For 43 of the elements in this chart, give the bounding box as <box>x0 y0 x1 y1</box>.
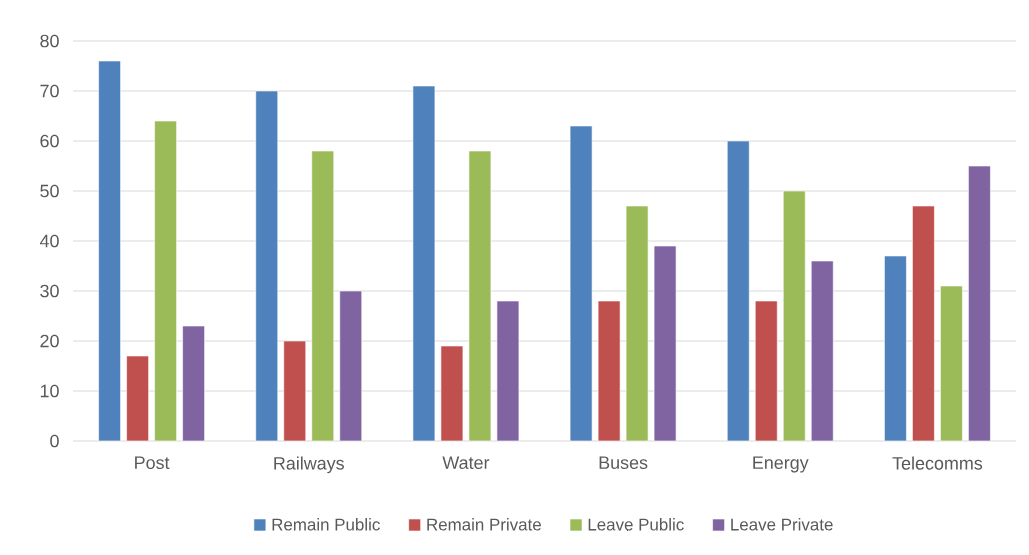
x-tick-label: Buses <box>599 456 648 470</box>
bar <box>468 150 492 442</box>
bar <box>255 90 279 442</box>
y-tick-label: 70 <box>40 84 59 98</box>
bar <box>569 125 593 442</box>
bar <box>810 260 834 442</box>
bar <box>311 150 335 442</box>
x-tick-label: Post <box>135 456 170 470</box>
bar <box>968 165 991 442</box>
x-tick-label: Railways <box>274 456 344 474</box>
bar <box>98 60 121 442</box>
legend-label: Leave Private <box>731 518 833 531</box>
y-tick-label: 10 <box>40 384 59 398</box>
bar <box>653 245 677 442</box>
bar <box>283 340 307 442</box>
bar <box>339 290 363 442</box>
bar <box>726 140 750 442</box>
bar <box>912 205 935 442</box>
y-tick-label: 50 <box>40 184 59 198</box>
bar <box>754 300 778 442</box>
y-tick-label: 60 <box>40 134 59 148</box>
bar <box>625 205 649 442</box>
bar <box>440 345 464 442</box>
bar <box>597 300 621 442</box>
y-tick-label: 80 <box>40 34 59 48</box>
bar <box>496 300 520 442</box>
x-tick-label: Telecomms <box>892 456 983 470</box>
legend-label: Leave Public <box>588 518 684 531</box>
x-tick-label: Water <box>442 456 490 470</box>
bar <box>126 355 149 442</box>
x-tick-label: Energy <box>753 456 809 473</box>
legend-label: Remain Public <box>272 518 380 531</box>
bar <box>884 255 907 442</box>
legend-label: Remain Private <box>427 518 541 531</box>
bar <box>782 190 806 442</box>
y-tick-label: 0 <box>50 434 59 448</box>
y-tick-label: 20 <box>40 334 59 348</box>
bar <box>412 85 436 442</box>
bar <box>154 120 177 442</box>
bar <box>182 325 205 442</box>
y-tick-label: 40 <box>39 234 59 248</box>
y-tick-label: 30 <box>40 284 59 298</box>
bar <box>940 285 963 442</box>
